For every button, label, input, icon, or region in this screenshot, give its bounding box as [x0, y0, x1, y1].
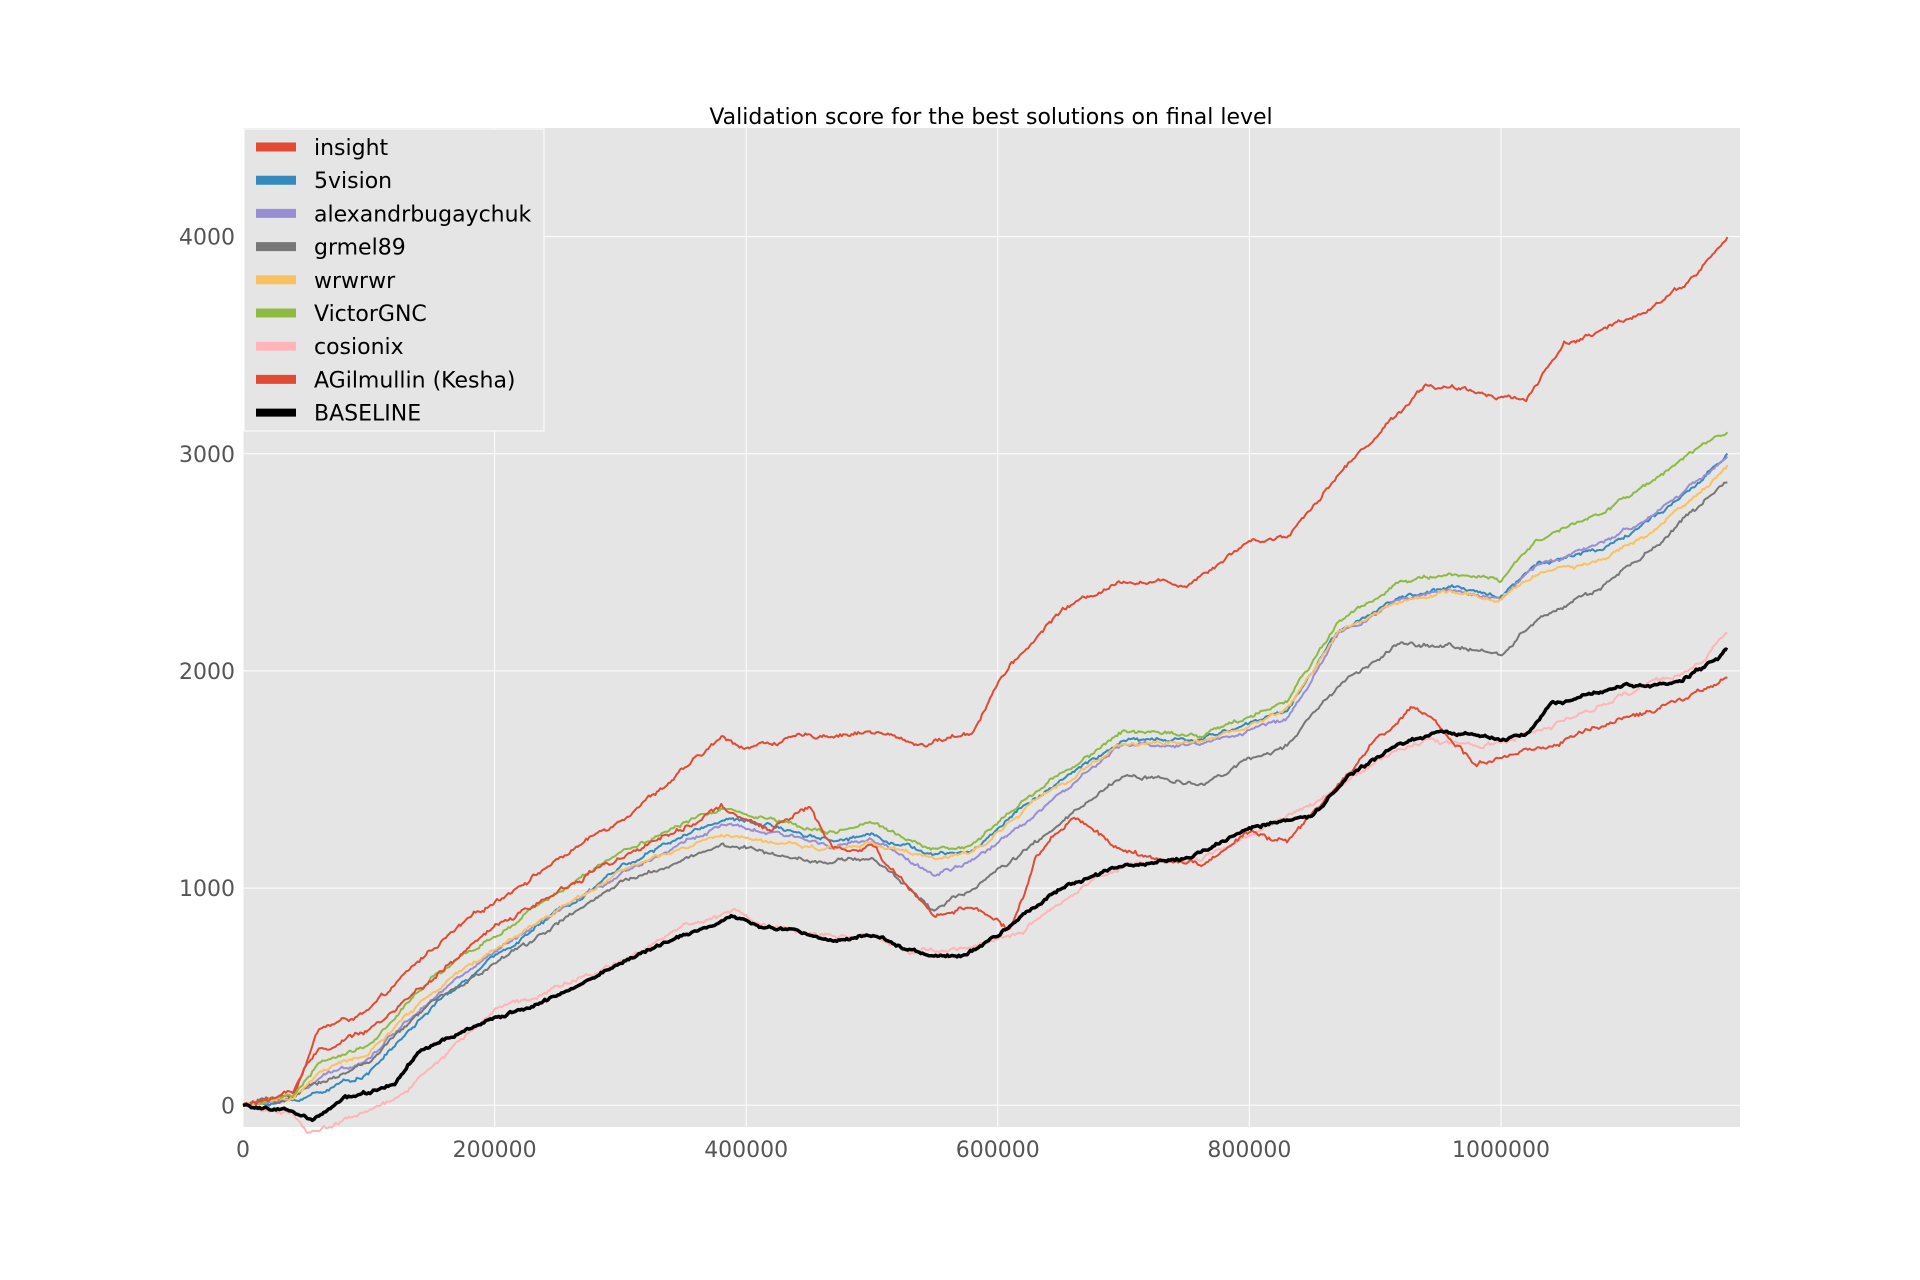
legend-label: BASELINE	[314, 402, 421, 427]
y-tick-label: 2000	[179, 660, 235, 685]
series-line-baseline	[242, 647, 1729, 1123]
x-tick-label: 1000000	[1452, 1138, 1550, 1163]
legend-label: 5vision	[314, 169, 392, 194]
series-line-agilmullin-kesha-	[242, 676, 1728, 1107]
x-tick-label: 400000	[704, 1138, 788, 1163]
axis-ticks: 0 200000 400000 600000 800000 1000000 0 1000 200…	[179, 226, 1550, 1163]
legend-label: AGilmullin (Kesha)	[314, 368, 516, 393]
x-tick-label: 0	[236, 1138, 250, 1163]
y-tick-label: 3000	[179, 443, 235, 468]
series-line-victorgnc	[242, 431, 1729, 1107]
y-tick-label: 0	[221, 1094, 235, 1119]
series-line-wrwrwr	[242, 464, 1729, 1108]
legend-label: VictorGNC	[314, 302, 427, 327]
x-tick-label: 600000	[956, 1138, 1040, 1163]
series-line-insight	[242, 236, 1729, 1106]
x-tick-label: 800000	[1207, 1138, 1291, 1163]
series-line-5vision	[242, 452, 1729, 1107]
legend-label: cosionix	[314, 335, 404, 360]
grid-lines	[242, 128, 1740, 1127]
series-line-alexandrbugaychuk	[242, 455, 1729, 1107]
legend-label: wrwrwr	[314, 269, 396, 294]
legend: insight 5vision alexandrbugaychuk grmel89 wr…	[243, 128, 545, 432]
x-tick-label: 200000	[453, 1138, 537, 1163]
series-line-grmel89	[242, 481, 1728, 1107]
chart-title: Validation score for the best solutions …	[709, 105, 1272, 130]
y-tick-label: 4000	[179, 226, 235, 251]
y-tick-label: 1000	[179, 877, 235, 902]
legend-label: alexandrbugaychuk	[314, 202, 532, 227]
legend-label: grmel89	[314, 236, 406, 261]
series-lines	[242, 236, 1729, 1134]
legend-label: insight	[314, 136, 389, 161]
